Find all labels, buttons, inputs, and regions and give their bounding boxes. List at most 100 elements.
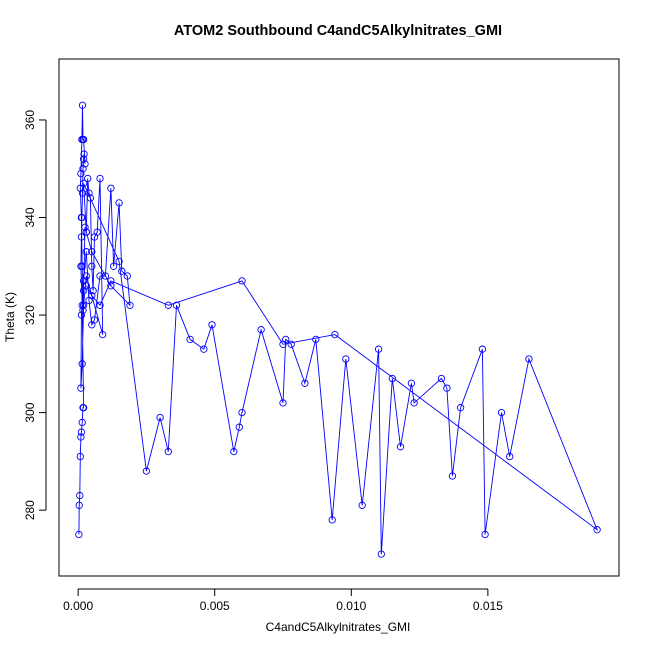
data-point — [164, 301, 172, 309]
data-point — [101, 272, 110, 280]
data-point — [396, 443, 405, 451]
data-point — [448, 472, 457, 480]
data-point — [407, 379, 416, 387]
data-point — [88, 248, 96, 256]
data-point — [82, 248, 90, 256]
series-line — [78, 105, 599, 555]
data-point — [85, 189, 93, 197]
y-axis: 280 300 320 340 360 — [23, 110, 47, 520]
data-point — [186, 335, 194, 344]
data-point — [238, 277, 246, 285]
y-tick-label: 340 — [23, 207, 37, 227]
data-point — [90, 316, 99, 324]
data-point — [79, 155, 88, 163]
y-tick-label: 280 — [23, 500, 37, 520]
data-point — [456, 404, 465, 412]
data-point — [238, 408, 246, 417]
y-tick-label: 360 — [23, 110, 37, 130]
data-point — [115, 257, 123, 266]
data-point — [81, 223, 89, 231]
data-point — [107, 277, 115, 285]
data-point — [142, 467, 151, 475]
data-point — [79, 165, 87, 173]
data-point — [78, 360, 86, 368]
data-point — [443, 384, 451, 392]
data-point — [525, 355, 533, 363]
data-point — [593, 526, 601, 534]
data-point — [82, 228, 90, 236]
data-point — [126, 301, 134, 309]
data-point — [377, 550, 385, 558]
data-point — [75, 501, 83, 509]
data-point — [328, 516, 336, 524]
data-point — [279, 340, 287, 348]
y-axis-label: Theta (K) — [3, 292, 17, 342]
data-point — [77, 169, 85, 178]
data-point — [107, 282, 115, 290]
data-point — [342, 355, 350, 363]
x-tick-label: 0.015 — [473, 599, 503, 613]
data-point — [478, 345, 487, 353]
data-point — [257, 326, 265, 334]
data-point — [109, 262, 118, 270]
data-point — [77, 433, 85, 441]
data-point — [77, 213, 86, 222]
data-point — [230, 447, 238, 456]
data-point — [76, 452, 84, 461]
x-tick-label: 0.000 — [63, 599, 93, 613]
data-point — [76, 184, 84, 192]
data-point — [84, 174, 92, 183]
data-point — [79, 306, 87, 314]
data-point — [75, 530, 83, 539]
data-point — [80, 150, 88, 158]
y-tick-label: 300 — [23, 402, 37, 422]
data-point — [235, 423, 243, 431]
plot-frame — [58, 58, 620, 577]
data-point — [88, 291, 96, 300]
data-point — [82, 282, 90, 290]
data-point — [79, 301, 88, 309]
data-point — [78, 262, 86, 270]
data-point — [78, 418, 86, 427]
data-point — [88, 262, 96, 270]
data-point — [77, 311, 86, 319]
y-tick-label: 320 — [23, 305, 37, 325]
data-point — [77, 233, 86, 241]
data-point — [79, 404, 88, 412]
x-axis-label: C4andC5Alkylnitrates_GMI — [266, 620, 411, 634]
data-point — [81, 160, 89, 168]
data-point — [287, 340, 295, 348]
data-point — [156, 413, 164, 422]
data-point — [388, 374, 396, 383]
data-point — [358, 501, 366, 509]
x-tick-label: 0.010 — [336, 599, 366, 613]
data-point — [301, 379, 309, 387]
data-point — [497, 408, 506, 417]
data-point — [118, 267, 126, 275]
data-point — [506, 452, 514, 461]
data-point — [115, 199, 123, 207]
data-point — [200, 345, 208, 353]
data-point — [123, 272, 131, 280]
data-point — [93, 228, 101, 236]
data-point — [79, 179, 88, 188]
plot-area — [75, 101, 601, 558]
data-point — [312, 335, 320, 344]
data-point — [78, 101, 87, 109]
data-point — [77, 428, 86, 436]
data-point — [77, 384, 85, 392]
data-point — [78, 135, 86, 144]
x-tick-label: 0.005 — [200, 599, 230, 613]
data-point — [107, 184, 115, 192]
data-point — [99, 330, 107, 339]
data-point — [481, 530, 489, 539]
data-point — [76, 491, 84, 500]
data-point — [86, 194, 95, 202]
data-point — [374, 345, 383, 353]
x-axis: 0.000 0.005 0.010 0.015 — [63, 588, 503, 613]
data-point — [279, 399, 287, 407]
data-point — [96, 301, 104, 309]
data-point — [208, 321, 216, 329]
data-point — [96, 174, 104, 183]
